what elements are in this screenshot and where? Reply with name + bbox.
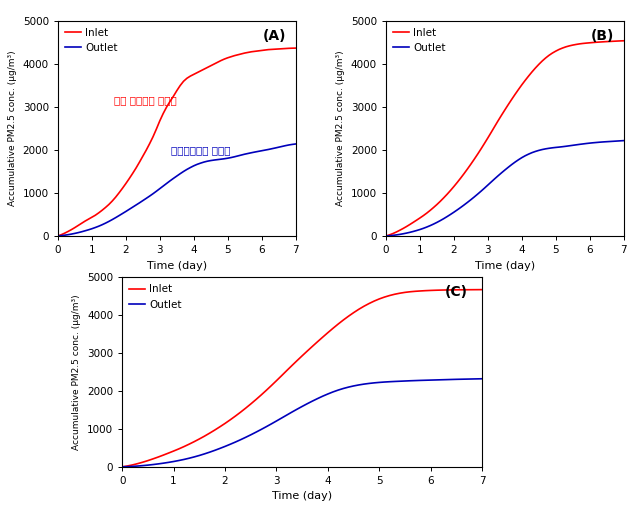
- Outlet: [252, 429, 260, 436]
- Inlet: [606, 38, 614, 45]
- Inlet: [142, 147, 150, 153]
- Inlet: [525, 73, 532, 79]
- Inlet: [61, 230, 69, 236]
- Line: Outlet: Outlet: [58, 144, 296, 236]
- Inlet: [197, 68, 204, 74]
- Text: (C): (C): [445, 285, 468, 299]
- Legend: Inlet, Outlet: Inlet, Outlet: [391, 26, 448, 55]
- Outlet: [61, 232, 69, 238]
- Outlet: [54, 233, 62, 239]
- Outlet: [118, 464, 126, 470]
- X-axis label: Time (day): Time (day): [272, 491, 332, 501]
- Inlet: [389, 230, 397, 236]
- Inlet: [54, 233, 62, 239]
- Outlet: [278, 143, 286, 149]
- Inlet: [252, 397, 260, 403]
- Inlet: [129, 462, 136, 468]
- Outlet: [142, 195, 150, 202]
- Inlet: [498, 112, 505, 119]
- Outlet: [471, 194, 478, 200]
- Outlet: [334, 387, 342, 393]
- Legend: Inlet, Outlet: Inlet, Outlet: [127, 282, 184, 311]
- Outlet: [606, 139, 614, 145]
- X-axis label: Time (day): Time (day): [147, 261, 207, 270]
- Line: Inlet: Inlet: [58, 48, 296, 236]
- Inlet: [458, 287, 466, 293]
- Inlet: [620, 37, 628, 44]
- Outlet: [450, 209, 458, 215]
- Inlet: [334, 321, 342, 327]
- Y-axis label: Accumulative PM2.5 conc. (μg/m³): Accumulative PM2.5 conc. (μg/m³): [73, 294, 82, 450]
- Text: 누적미세먼지 방출량: 누적미세먼지 방출량: [171, 145, 230, 155]
- Outlet: [221, 443, 229, 449]
- Inlet: [278, 46, 286, 52]
- Inlet: [382, 233, 390, 239]
- Text: 누적 미세먼지 투여량: 누적 미세먼지 투여량: [114, 95, 177, 105]
- Legend: Inlet, Outlet: Inlet, Outlet: [63, 26, 120, 55]
- Text: (A): (A): [262, 29, 286, 43]
- Line: Outlet: Outlet: [122, 379, 482, 467]
- Outlet: [122, 208, 130, 214]
- Inlet: [170, 93, 177, 100]
- Outlet: [382, 233, 390, 239]
- Inlet: [471, 156, 478, 162]
- Inlet: [293, 358, 301, 364]
- Y-axis label: Accumulative PM2.5 conc. (μg/m³): Accumulative PM2.5 conc. (μg/m³): [8, 50, 17, 206]
- Outlet: [197, 160, 204, 166]
- Inlet: [292, 45, 300, 51]
- Outlet: [525, 151, 532, 157]
- X-axis label: Time (day): Time (day): [475, 261, 535, 270]
- Outlet: [458, 376, 466, 382]
- Outlet: [292, 141, 300, 147]
- Outlet: [620, 137, 628, 144]
- Outlet: [478, 376, 486, 382]
- Line: Inlet: Inlet: [122, 290, 482, 467]
- Outlet: [498, 170, 505, 176]
- Outlet: [170, 175, 177, 182]
- Outlet: [389, 232, 397, 239]
- Inlet: [221, 420, 229, 426]
- Line: Outlet: Outlet: [386, 141, 624, 236]
- Text: (B): (B): [591, 29, 614, 43]
- Inlet: [122, 181, 130, 187]
- Outlet: [129, 463, 136, 469]
- Outlet: [293, 406, 301, 412]
- Line: Inlet: Inlet: [386, 41, 624, 236]
- Inlet: [118, 464, 126, 470]
- Y-axis label: Accumulative PM2.5 conc. (μg/m³): Accumulative PM2.5 conc. (μg/m³): [336, 50, 345, 206]
- Inlet: [450, 184, 458, 190]
- Inlet: [478, 287, 486, 293]
